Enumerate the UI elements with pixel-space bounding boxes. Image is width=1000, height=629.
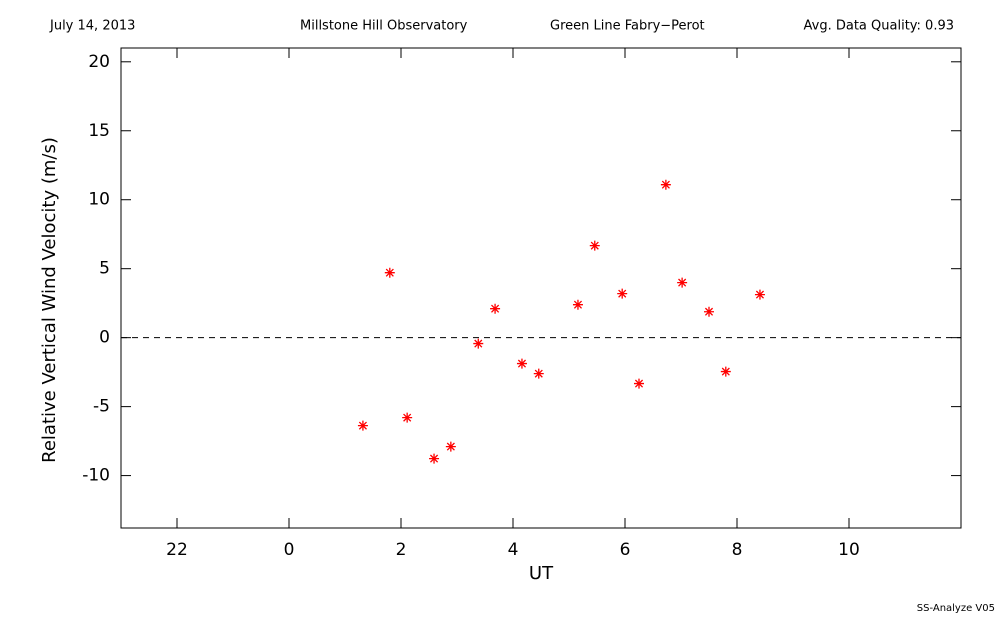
- y-tick-label: -5: [93, 397, 110, 417]
- data-point: [384, 267, 395, 278]
- y-tick-label: 20: [88, 52, 110, 72]
- data-point: [572, 299, 583, 310]
- y-tick-label: -10: [82, 466, 110, 486]
- data-point: [617, 288, 628, 299]
- y-tick-label: 10: [88, 190, 110, 210]
- x-tick-label: 8: [732, 540, 743, 560]
- data-point: [754, 289, 765, 300]
- y-tick-label: 15: [88, 121, 110, 141]
- data-point: [533, 368, 544, 379]
- plot-frame: [120, 47, 962, 529]
- x-tick-label: 0: [284, 540, 295, 560]
- y-axis-label: Relative Vertical Wind Velocity (m/s): [39, 137, 60, 463]
- data-point: [473, 338, 484, 349]
- data-point: [720, 366, 731, 377]
- x-axis-label: UT: [529, 563, 554, 584]
- data-point: [704, 306, 714, 317]
- x-tick-label: 6: [620, 540, 631, 560]
- data-point: [660, 179, 671, 190]
- y-tick-label: 5: [99, 259, 110, 279]
- data-point: [402, 412, 413, 423]
- header-date: July 14, 2013: [49, 19, 135, 34]
- data-point: [445, 441, 456, 452]
- data-point: [589, 240, 600, 251]
- data-point: [677, 277, 688, 288]
- data-point: [516, 358, 527, 369]
- x-tick-label: 2: [396, 540, 407, 560]
- data-point: [634, 378, 644, 389]
- x-tick-label: 4: [508, 540, 519, 560]
- header-instrument: Green Line Fabry−Perot: [550, 19, 705, 34]
- data-point: [490, 303, 501, 314]
- x-tick-label: 22: [166, 540, 188, 560]
- data-point: [429, 453, 440, 464]
- footer: SS-Analyze V05: [917, 603, 995, 614]
- header-site: Millstone Hill Observatory: [300, 19, 468, 34]
- header-quality: Avg. Data Quality: 0.93: [804, 19, 954, 34]
- y-tick-label: 0: [99, 328, 110, 348]
- data-point: [357, 420, 368, 431]
- x-tick-label: 10: [838, 540, 860, 560]
